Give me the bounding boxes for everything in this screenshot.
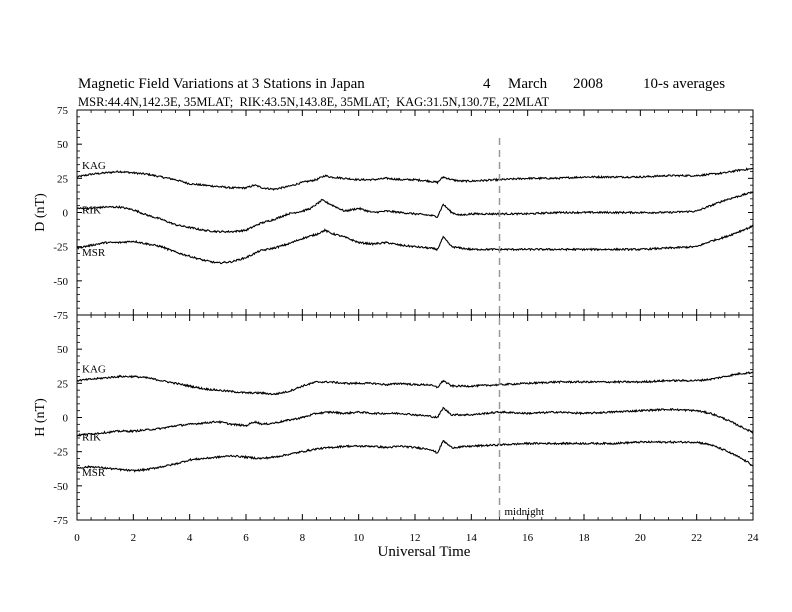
y-tick-label: -50 (53, 276, 68, 288)
y-tick-label: 75 (57, 105, 69, 117)
panel-0: 75 50 25 0 -25 -50 -75 D (nT) KAG RIK MSR (33, 105, 754, 322)
midnight-label: midnight (505, 506, 545, 518)
y-tick-label: 25 (57, 378, 69, 390)
x-tick-label: 6 (243, 532, 249, 544)
x-axis-label: Universal Time (378, 544, 471, 560)
y-tick-label: -25 (53, 447, 68, 459)
x-tick-label: 12 (410, 532, 421, 544)
x-tick-label: 14 (466, 532, 478, 544)
x-tick-label: 10 (353, 532, 365, 544)
x-tick-label: 8 (300, 532, 306, 544)
series-label-kag: KAG (82, 364, 106, 376)
y-axis-label: H (nT) (33, 398, 48, 437)
y-tick-label: 50 (57, 344, 69, 356)
y-tick-label: 0 (63, 413, 69, 425)
y-tick-label: 0 (63, 208, 69, 220)
x-tick-label: 2 (131, 532, 137, 544)
x-tick-label: 0 (74, 532, 80, 544)
chart-date-year: 2008 (573, 76, 603, 92)
y-axis-label: D (nT) (33, 193, 48, 232)
chart-date-month: March (508, 76, 548, 92)
series-label-rik: RIK (82, 204, 101, 216)
series-label-msr: MSR (82, 247, 106, 259)
panel-1: 50 25 0 -25 -50 -75 H (nT) KAG RIK MSR (33, 314, 754, 527)
series-label-msr: MSR (82, 467, 106, 479)
x-tick-label: 22 (691, 532, 702, 544)
series-line-msr (76, 440, 754, 473)
y-tick-label: -25 (53, 242, 68, 254)
chart-title: Magnetic Field Variations at 3 Stations … (78, 76, 365, 92)
y-tick-label: -50 (53, 481, 68, 493)
y-tick-label: -75 (53, 310, 68, 322)
series-line-rik (76, 406, 754, 437)
x-tick-label: 16 (522, 532, 534, 544)
series-label-kag: KAG (82, 160, 106, 172)
panel-frame (76, 314, 754, 521)
panels-layer: 75 50 25 0 -25 -50 -75 D (nT) KAG RIK MSR 50 25 0 -25 -… (33, 105, 759, 544)
series-line-kag (76, 167, 754, 191)
series-line-kag (76, 371, 753, 396)
series-label-rik: RIK (82, 431, 101, 443)
series-line-rik (76, 191, 754, 234)
x-tick-label: 18 (579, 532, 591, 544)
x-tick-label: 24 (748, 532, 760, 544)
chart-date-day: 4 (483, 76, 491, 92)
series-line-msr (76, 224, 754, 265)
x-tick-label: 20 (635, 532, 647, 544)
y-tick-label: 25 (57, 173, 69, 185)
chart-averaging-label: 10-s averages (643, 76, 725, 92)
y-tick-label: -75 (53, 515, 68, 527)
x-tick-label: 4 (187, 532, 193, 544)
y-tick-label: 50 (57, 139, 69, 151)
chart-station-info: MSR:44.4N,142.3E, 35MLAT; RIK:43.5N,143.… (78, 95, 550, 109)
